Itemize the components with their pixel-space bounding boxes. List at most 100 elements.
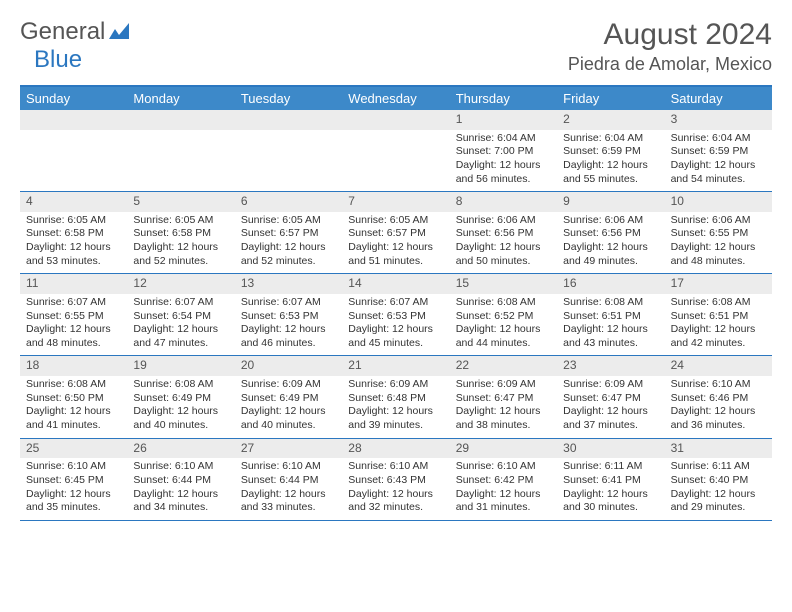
sunrise-text: Sunrise: 6:10 AM — [26, 460, 121, 474]
day-header: Wednesday — [342, 87, 449, 110]
daylight-text: Daylight: 12 hours and 48 minutes. — [26, 323, 121, 350]
daylight-text: Daylight: 12 hours and 46 minutes. — [241, 323, 336, 350]
sunrise-text: Sunrise: 6:08 AM — [26, 378, 121, 392]
calendar-week: 11Sunrise: 6:07 AMSunset: 6:55 PMDayligh… — [20, 274, 772, 356]
calendar-cell: 25Sunrise: 6:10 AMSunset: 6:45 PMDayligh… — [20, 439, 127, 520]
sunrise-text: Sunrise: 6:07 AM — [241, 296, 336, 310]
sunset-text: Sunset: 6:58 PM — [26, 227, 121, 241]
cell-body: Sunrise: 6:08 AMSunset: 6:51 PMDaylight:… — [665, 296, 772, 351]
sunrise-text: Sunrise: 6:08 AM — [133, 378, 228, 392]
sunrise-text: Sunrise: 6:04 AM — [563, 132, 658, 146]
cell-body: Sunrise: 6:06 AMSunset: 6:56 PMDaylight:… — [557, 214, 664, 269]
calendar-cell: 31Sunrise: 6:11 AMSunset: 6:40 PMDayligh… — [665, 439, 772, 520]
sunset-text: Sunset: 6:48 PM — [348, 392, 443, 406]
day-number: 20 — [235, 356, 342, 376]
calendar-cell: 19Sunrise: 6:08 AMSunset: 6:49 PMDayligh… — [127, 356, 234, 437]
calendar-cell — [127, 110, 234, 191]
calendar-cell: 18Sunrise: 6:08 AMSunset: 6:50 PMDayligh… — [20, 356, 127, 437]
sunrise-text: Sunrise: 6:06 AM — [456, 214, 551, 228]
day-number: 15 — [450, 274, 557, 294]
day-number: 1 — [450, 110, 557, 130]
day-number: 30 — [557, 439, 664, 459]
calendar-cell — [342, 110, 449, 191]
sunset-text: Sunset: 6:58 PM — [133, 227, 228, 241]
sunset-text: Sunset: 6:40 PM — [671, 474, 766, 488]
daylight-text: Daylight: 12 hours and 42 minutes. — [671, 323, 766, 350]
day-number: 28 — [342, 439, 449, 459]
calendar-cell: 15Sunrise: 6:08 AMSunset: 6:52 PMDayligh… — [450, 274, 557, 355]
sunrise-text: Sunrise: 6:04 AM — [671, 132, 766, 146]
sunset-text: Sunset: 6:57 PM — [241, 227, 336, 241]
daylight-text: Daylight: 12 hours and 41 minutes. — [26, 405, 121, 432]
sunset-text: Sunset: 6:47 PM — [456, 392, 551, 406]
logo: General — [20, 18, 129, 46]
sunrise-text: Sunrise: 6:08 AM — [671, 296, 766, 310]
day-number: 4 — [20, 192, 127, 212]
daylight-text: Daylight: 12 hours and 54 minutes. — [671, 159, 766, 186]
logo-text-1: General — [20, 18, 105, 46]
day-number: 7 — [342, 192, 449, 212]
cell-body: Sunrise: 6:09 AMSunset: 6:49 PMDaylight:… — [235, 378, 342, 433]
calendar-week: 4Sunrise: 6:05 AMSunset: 6:58 PMDaylight… — [20, 192, 772, 274]
daylight-text: Daylight: 12 hours and 31 minutes. — [456, 488, 551, 515]
calendar-cell: 26Sunrise: 6:10 AMSunset: 6:44 PMDayligh… — [127, 439, 234, 520]
calendar-cell: 21Sunrise: 6:09 AMSunset: 6:48 PMDayligh… — [342, 356, 449, 437]
sunset-text: Sunset: 6:51 PM — [563, 310, 658, 324]
day-number: 24 — [665, 356, 772, 376]
calendar-cell: 24Sunrise: 6:10 AMSunset: 6:46 PMDayligh… — [665, 356, 772, 437]
sunset-text: Sunset: 6:44 PM — [133, 474, 228, 488]
cell-body: Sunrise: 6:10 AMSunset: 6:43 PMDaylight:… — [342, 460, 449, 515]
cell-body: Sunrise: 6:05 AMSunset: 6:58 PMDaylight:… — [127, 214, 234, 269]
day-number: 5 — [127, 192, 234, 212]
day-number: 13 — [235, 274, 342, 294]
sunrise-text: Sunrise: 6:11 AM — [671, 460, 766, 474]
calendar-cell: 7Sunrise: 6:05 AMSunset: 6:57 PMDaylight… — [342, 192, 449, 273]
sunrise-text: Sunrise: 6:07 AM — [348, 296, 443, 310]
day-number: 19 — [127, 356, 234, 376]
calendar-cell — [235, 110, 342, 191]
calendar-cell: 10Sunrise: 6:06 AMSunset: 6:55 PMDayligh… — [665, 192, 772, 273]
calendar-cell: 4 Sunrise: 6:05 AMSunset: 6:58 PMDaylight… — [20, 192, 127, 273]
daylight-text: Daylight: 12 hours and 38 minutes. — [456, 405, 551, 432]
cell-body: Sunrise: 6:09 AMSunset: 6:47 PMDaylight:… — [557, 378, 664, 433]
sunset-text: Sunset: 6:44 PM — [241, 474, 336, 488]
calendar-week: 1Sunrise: 6:04 AMSunset: 7:00 PMDaylight… — [20, 110, 772, 192]
calendar-week: 18Sunrise: 6:08 AMSunset: 6:50 PMDayligh… — [20, 356, 772, 438]
daylight-text: Daylight: 12 hours and 51 minutes. — [348, 241, 443, 268]
sunrise-text: Sunrise: 6:09 AM — [241, 378, 336, 392]
title-block: August 2024 Piedra de Amolar, Mexico — [568, 18, 772, 75]
day-number: 8 — [450, 192, 557, 212]
cell-body: Sunrise: 6:11 AMSunset: 6:41 PMDaylight:… — [557, 460, 664, 515]
daylight-text: Daylight: 12 hours and 47 minutes. — [133, 323, 228, 350]
sunset-text: Sunset: 6:59 PM — [563, 145, 658, 159]
daylight-text: Daylight: 12 hours and 52 minutes. — [241, 241, 336, 268]
cell-body: Sunrise: 6:09 AMSunset: 6:47 PMDaylight:… — [450, 378, 557, 433]
cell-body: Sunrise: 6:10 AMSunset: 6:42 PMDaylight:… — [450, 460, 557, 515]
sunrise-text: Sunrise: 6:06 AM — [563, 214, 658, 228]
sunrise-text: Sunrise: 6:08 AM — [563, 296, 658, 310]
sunrise-text: Sunrise: 6:10 AM — [671, 378, 766, 392]
calendar-cell: 1Sunrise: 6:04 AMSunset: 7:00 PMDaylight… — [450, 110, 557, 191]
daylight-text: Daylight: 12 hours and 32 minutes. — [348, 488, 443, 515]
sunrise-text: Sunrise: 6:08 AM — [456, 296, 551, 310]
cell-body: Sunrise: 6:06 AMSunset: 6:56 PMDaylight:… — [450, 214, 557, 269]
header: General August 2024 Piedra de Amolar, Me… — [20, 18, 772, 75]
sunset-text: Sunset: 6:53 PM — [348, 310, 443, 324]
calendar-cell: 11Sunrise: 6:07 AMSunset: 6:55 PMDayligh… — [20, 274, 127, 355]
cell-body: Sunrise: 6:06 AMSunset: 6:55 PMDaylight:… — [665, 214, 772, 269]
sunrise-text: Sunrise: 6:09 AM — [348, 378, 443, 392]
daylight-text: Daylight: 12 hours and 37 minutes. — [563, 405, 658, 432]
day-header: Thursday — [450, 87, 557, 110]
sunrise-text: Sunrise: 6:05 AM — [26, 214, 121, 228]
daylight-text: Daylight: 12 hours and 53 minutes. — [26, 241, 121, 268]
sunrise-text: Sunrise: 6:05 AM — [348, 214, 443, 228]
day-number: 18 — [20, 356, 127, 376]
calendar-cell: 6Sunrise: 6:05 AMSunset: 6:57 PMDaylight… — [235, 192, 342, 273]
sunset-text: Sunset: 6:47 PM — [563, 392, 658, 406]
calendar-cell — [20, 110, 127, 191]
day-number — [127, 110, 234, 130]
day-number: 25 — [20, 439, 127, 459]
cell-body: Sunrise: 6:04 AMSunset: 6:59 PMDaylight:… — [665, 132, 772, 187]
calendar-week: 25Sunrise: 6:10 AMSunset: 6:45 PMDayligh… — [20, 439, 772, 521]
sunset-text: Sunset: 6:59 PM — [671, 145, 766, 159]
